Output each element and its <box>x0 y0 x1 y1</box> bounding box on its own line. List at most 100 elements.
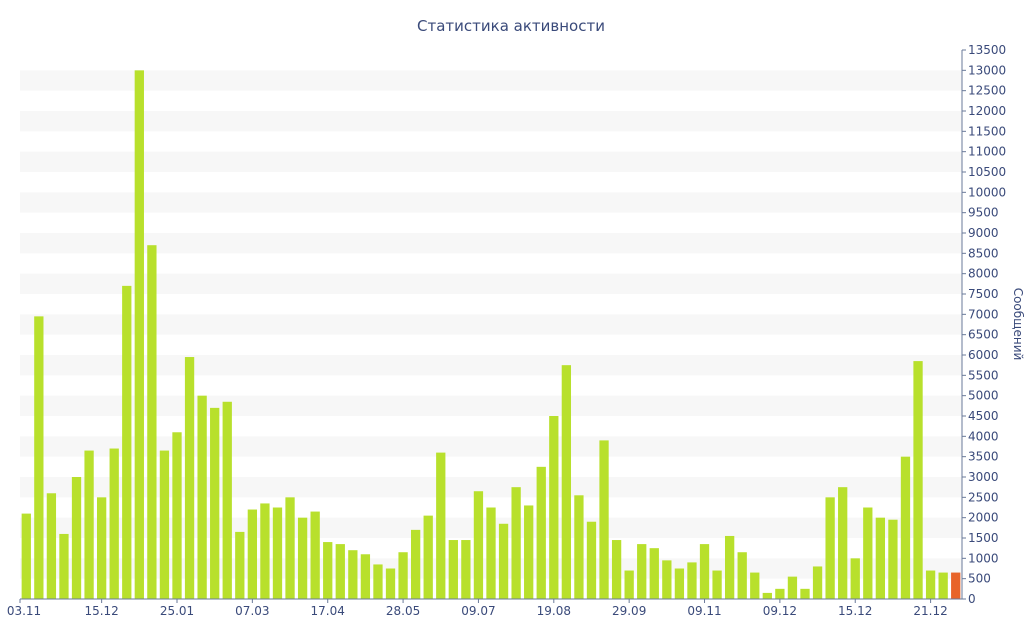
bar <box>197 395 207 599</box>
bar <box>850 558 860 599</box>
grid-band <box>20 314 962 335</box>
bar-current <box>951 572 961 599</box>
x-tick-label: 19.08 <box>537 604 571 618</box>
bar <box>900 456 911 599</box>
bar <box>461 540 471 599</box>
y-tick-label: 10000 <box>968 185 1006 199</box>
y-tick-label: 11000 <box>968 145 1006 159</box>
grid-band <box>20 151 962 172</box>
y-tick-label: 500 <box>968 572 991 586</box>
y-tick-label: 2500 <box>968 490 999 504</box>
bar <box>586 521 597 599</box>
bar <box>159 450 170 599</box>
grid-band <box>20 233 962 254</box>
bar <box>310 511 320 599</box>
y-axis-label: Сообщений <box>1011 288 1024 361</box>
bar <box>838 487 848 599</box>
bar <box>712 570 722 599</box>
bar <box>674 568 685 599</box>
y-tick-label: 5500 <box>968 368 999 382</box>
x-tick-label: 25.01 <box>160 604 194 618</box>
bar <box>699 544 710 599</box>
bar <box>574 495 584 599</box>
bar <box>272 507 283 599</box>
y-tick-label: 2000 <box>968 511 999 525</box>
bar <box>938 572 948 599</box>
bar <box>34 316 44 599</box>
bar <box>335 544 345 599</box>
x-axis: 03.11 15.12 25.01 07.03 17.04 28.05 09.07 19.08… <box>7 598 962 618</box>
bar <box>297 517 308 599</box>
bar <box>662 560 672 599</box>
bar <box>109 448 119 599</box>
grid-band <box>20 477 962 498</box>
y-axis: 0 500 1000 1500 2000 2500 3000 3500 4000 4500 5000… <box>961 43 1006 606</box>
bar <box>524 505 534 599</box>
bar <box>96 497 107 599</box>
bar <box>473 491 484 599</box>
y-tick-label: 10500 <box>968 165 1006 179</box>
bar <box>235 531 245 599</box>
bar <box>737 552 747 599</box>
y-tick-label: 13000 <box>968 63 1006 77</box>
x-tick-label: 29.09 <box>612 604 646 618</box>
bar <box>599 440 609 599</box>
bar <box>750 572 760 599</box>
bar <box>21 513 31 599</box>
bar <box>486 507 496 599</box>
bar <box>172 432 182 599</box>
bar <box>84 450 94 599</box>
bar <box>687 562 697 599</box>
bar <box>549 416 559 599</box>
chart-title: Статистика активности <box>417 17 605 35</box>
bar <box>913 361 923 599</box>
grid-band <box>20 436 962 457</box>
bar <box>260 503 270 599</box>
x-tick-label: 15.12 <box>838 604 872 618</box>
x-tick-label: 09.12 <box>763 604 797 618</box>
y-tick-label: 1500 <box>968 531 999 545</box>
bar <box>323 542 333 599</box>
bar <box>247 509 258 599</box>
y-tick-label: 6000 <box>968 348 999 362</box>
bar <box>875 517 886 599</box>
bar <box>498 523 509 599</box>
bar <box>536 466 546 599</box>
grid-band <box>20 273 962 294</box>
bar <box>410 529 421 599</box>
bar <box>222 401 232 599</box>
y-tick-label: 9500 <box>968 206 999 220</box>
y-tick-label: 8000 <box>968 267 999 281</box>
bar <box>925 570 936 599</box>
grid-band <box>20 111 962 132</box>
bar <box>825 497 835 599</box>
x-tick-label: 15.12 <box>84 604 118 618</box>
bar <box>210 407 220 599</box>
bar <box>134 70 144 600</box>
y-tick-label: 1000 <box>968 551 999 565</box>
y-tick-label: 13500 <box>968 43 1006 57</box>
x-tick-label: 03.11 <box>7 604 41 618</box>
bar <box>122 285 132 599</box>
y-tick-label: 12500 <box>968 84 1006 98</box>
bar <box>448 540 458 599</box>
bar <box>398 552 408 599</box>
bar-series <box>21 70 961 600</box>
x-tick-label: 21.12 <box>913 604 947 618</box>
bar <box>888 519 898 599</box>
bar <box>373 564 383 599</box>
bar <box>724 535 735 599</box>
bar <box>385 568 396 599</box>
bar <box>800 588 810 599</box>
y-tick-label: 5000 <box>968 389 999 403</box>
y-tick-label: 8500 <box>968 246 999 260</box>
bar <box>184 357 195 599</box>
bar <box>360 554 371 599</box>
y-tick-label: 6500 <box>968 328 999 342</box>
bar <box>511 487 521 599</box>
x-tick-label: 17.04 <box>311 604 345 618</box>
x-tick-label: 28.05 <box>386 604 420 618</box>
y-tick-label: 7000 <box>968 307 999 321</box>
